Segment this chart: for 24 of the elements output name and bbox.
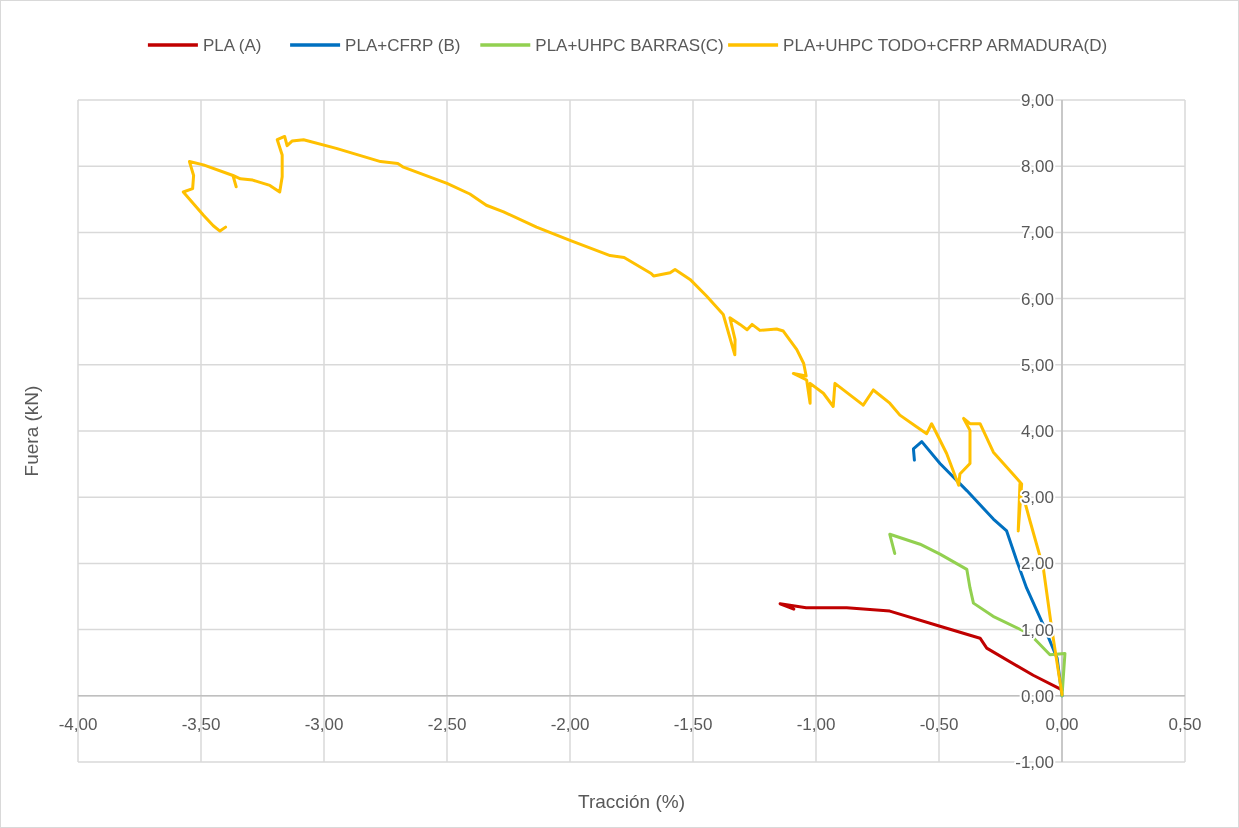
- x-tick-label: -2,00: [550, 714, 590, 734]
- x-tick-label: -3,00: [304, 714, 344, 734]
- x-tick-label: -4,00: [58, 714, 98, 734]
- y-tick-label: 9,00: [1020, 91, 1054, 110]
- legend-label: PLA+CFRP (B): [345, 36, 461, 55]
- legend-label: PLA (A): [202, 36, 262, 55]
- x-tick-label: -1,00: [796, 714, 836, 734]
- y-tick-label: 0,00: [1020, 686, 1054, 706]
- x-tick-label: -0,50: [919, 714, 959, 734]
- legend-label: PLA+UHPC BARRAS(C): [535, 36, 724, 55]
- x-tick-label: 0,50: [1168, 714, 1202, 734]
- x-tick-label: -3,50: [181, 714, 221, 734]
- x-tick-label: 0,00: [1045, 714, 1079, 734]
- y-tick-label: 5,00: [1020, 355, 1054, 375]
- y-tick-label: 4,00: [1020, 422, 1054, 441]
- x-tick-label: -2,50: [427, 714, 467, 734]
- legend-label: PLA+UHPC TODO+CFRP ARMADURA(D): [783, 36, 1108, 55]
- y-axis-title: Fuera (kN): [21, 385, 42, 477]
- y-tick-label: -1,00: [1015, 753, 1054, 772]
- x-tick-label: -1,50: [673, 714, 713, 734]
- y-tick-label: 7,00: [1020, 223, 1054, 243]
- x-axis-title: Tracción (%): [578, 791, 685, 812]
- y-tick-label: 6,00: [1020, 289, 1054, 309]
- y-tick-label: 8,00: [1020, 157, 1054, 177]
